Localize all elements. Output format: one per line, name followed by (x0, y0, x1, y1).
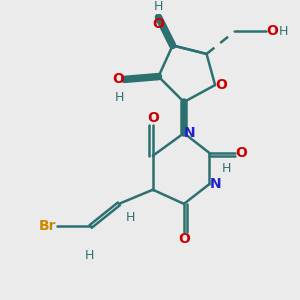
Text: N: N (209, 177, 221, 191)
Text: O: O (266, 24, 278, 38)
Text: N: N (184, 126, 196, 140)
Text: H: H (222, 162, 232, 175)
Text: H: H (85, 249, 94, 262)
Text: H: H (115, 91, 124, 104)
Text: H: H (125, 211, 135, 224)
Text: O: O (113, 72, 124, 86)
Text: O: O (215, 78, 227, 92)
Text: H: H (279, 25, 288, 38)
Text: Br: Br (39, 220, 57, 233)
Text: O: O (147, 111, 159, 125)
Text: O: O (178, 232, 190, 246)
Text: H: H (154, 0, 163, 13)
Text: O: O (235, 146, 247, 160)
Text: O: O (152, 17, 164, 31)
